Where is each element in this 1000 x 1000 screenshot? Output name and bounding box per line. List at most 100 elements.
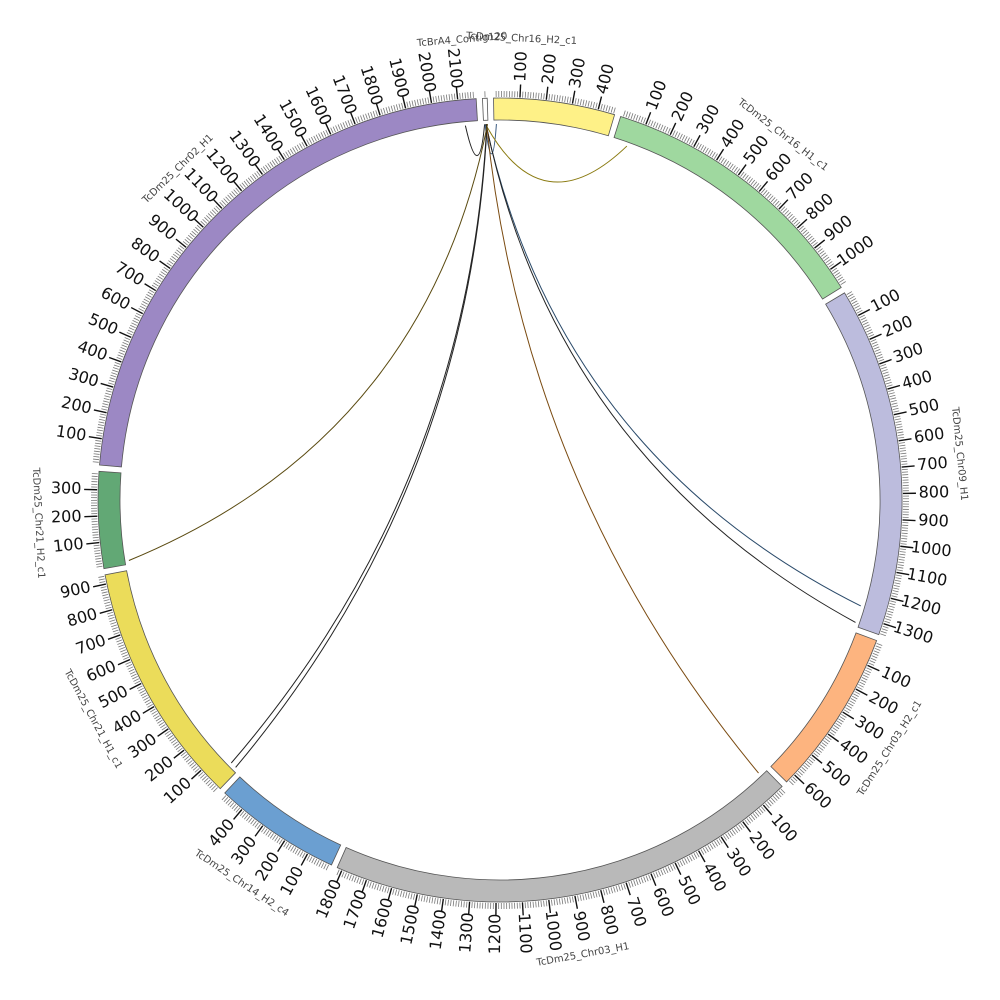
tick-mark [387, 887, 393, 901]
tick-mark [737, 164, 747, 176]
tick-mark [361, 879, 368, 893]
tick-mark [129, 682, 142, 691]
tick-mark [428, 89, 433, 103]
tick-label: 100 [767, 810, 801, 846]
segment-arc [493, 97, 616, 137]
segment-arc [613, 116, 842, 300]
tick-label: 400 [204, 815, 238, 851]
tick-mark [597, 96, 603, 110]
tick-mark [232, 180, 243, 192]
tick-label: 1800 [357, 63, 387, 108]
tick-label: 300 [124, 729, 160, 762]
link-0 [464, 124, 486, 157]
tick-label: 200 [51, 506, 82, 526]
tick-mark [99, 609, 113, 614]
tick-mark [898, 438, 912, 442]
link-6 [230, 124, 488, 764]
tick-label: 200 [251, 848, 283, 884]
tick-label: 100 [878, 662, 914, 692]
tick-label: 700 [73, 630, 108, 658]
tick-mark [720, 836, 729, 849]
tick-mark [879, 358, 892, 365]
tick-mark [142, 706, 155, 714]
tick-label: 200 [866, 687, 902, 718]
tick-mark [814, 239, 826, 249]
tick-label: 200 [880, 311, 916, 341]
segment-arc [482, 97, 489, 121]
tick-mark [574, 895, 579, 909]
tick-label: 300 [723, 844, 756, 880]
tick-label: 300 [66, 364, 101, 391]
link-7 [235, 124, 488, 768]
tick-label: 900 [570, 909, 594, 943]
link-4 [485, 124, 856, 623]
tick-label: 300 [852, 711, 888, 743]
tick-mark [173, 749, 185, 759]
tick-mark [455, 86, 459, 100]
tick-label: 900 [145, 210, 181, 244]
link-5 [486, 124, 759, 774]
tick-mark [100, 382, 114, 388]
tick-mark [93, 409, 107, 414]
tick-label: 800 [127, 233, 163, 266]
tick-mark [901, 465, 915, 468]
tick-label: 900 [58, 577, 92, 602]
tick-mark [88, 436, 102, 440]
tick-label: 200 [538, 52, 560, 85]
tick-mark [440, 898, 445, 912]
tick-mark [857, 308, 871, 317]
tick-label: 800 [919, 482, 950, 501]
tick-label: 1300 [455, 912, 477, 954]
tick-mark [349, 111, 356, 125]
tick-mark [669, 122, 677, 136]
tick-mark [867, 664, 880, 672]
tick-label: 1100 [905, 564, 948, 590]
tick-mark [693, 134, 701, 148]
tick-label: 1600 [368, 896, 397, 940]
tick-label: 100 [510, 51, 530, 82]
tick-label: 600 [913, 424, 946, 447]
tick-mark [159, 260, 171, 269]
tick-label: 400 [900, 366, 935, 393]
tick-mark [375, 102, 381, 116]
tick-mark [869, 333, 882, 340]
segment-arc [770, 632, 878, 783]
tick-mark [254, 825, 264, 837]
tick-mark [84, 515, 98, 518]
tick-label: 1800 [312, 876, 345, 921]
tick-mark [212, 198, 223, 209]
tick-label: 500 [95, 681, 131, 712]
segment-arc [99, 98, 478, 468]
tick-label: 100 [52, 534, 84, 556]
tick-label: 100 [642, 77, 671, 112]
tick-mark [600, 890, 605, 903]
tick-label: 100 [276, 863, 307, 899]
tick-label: 700 [782, 168, 817, 203]
tick-mark [715, 148, 725, 161]
segment-arc [336, 770, 783, 903]
tick-mark [144, 283, 157, 292]
tick-label: 600 [761, 149, 795, 185]
tick-mark [193, 217, 204, 228]
tick-label: 1000 [910, 537, 953, 561]
segment-tcdm25-chr21-h1-c1: 100200300400500600700800900TcDm25_Chr21_… [58, 570, 237, 808]
tick-label: 400 [699, 859, 731, 895]
tick-mark [890, 597, 904, 603]
tick-label: 600 [98, 283, 134, 314]
tick-label: 1000 [542, 909, 566, 952]
tick-mark [300, 853, 309, 866]
tick-mark [277, 840, 286, 852]
tick-label: 1100 [515, 912, 536, 954]
tick-label: 300 [51, 478, 82, 498]
tick-mark [191, 769, 202, 780]
tick-mark [335, 870, 343, 883]
tick-mark [119, 331, 132, 339]
tick-mark [276, 148, 285, 160]
tick-label: 100 [55, 421, 88, 444]
tick-label: 200 [60, 392, 94, 417]
tick-label: 500 [819, 757, 855, 791]
